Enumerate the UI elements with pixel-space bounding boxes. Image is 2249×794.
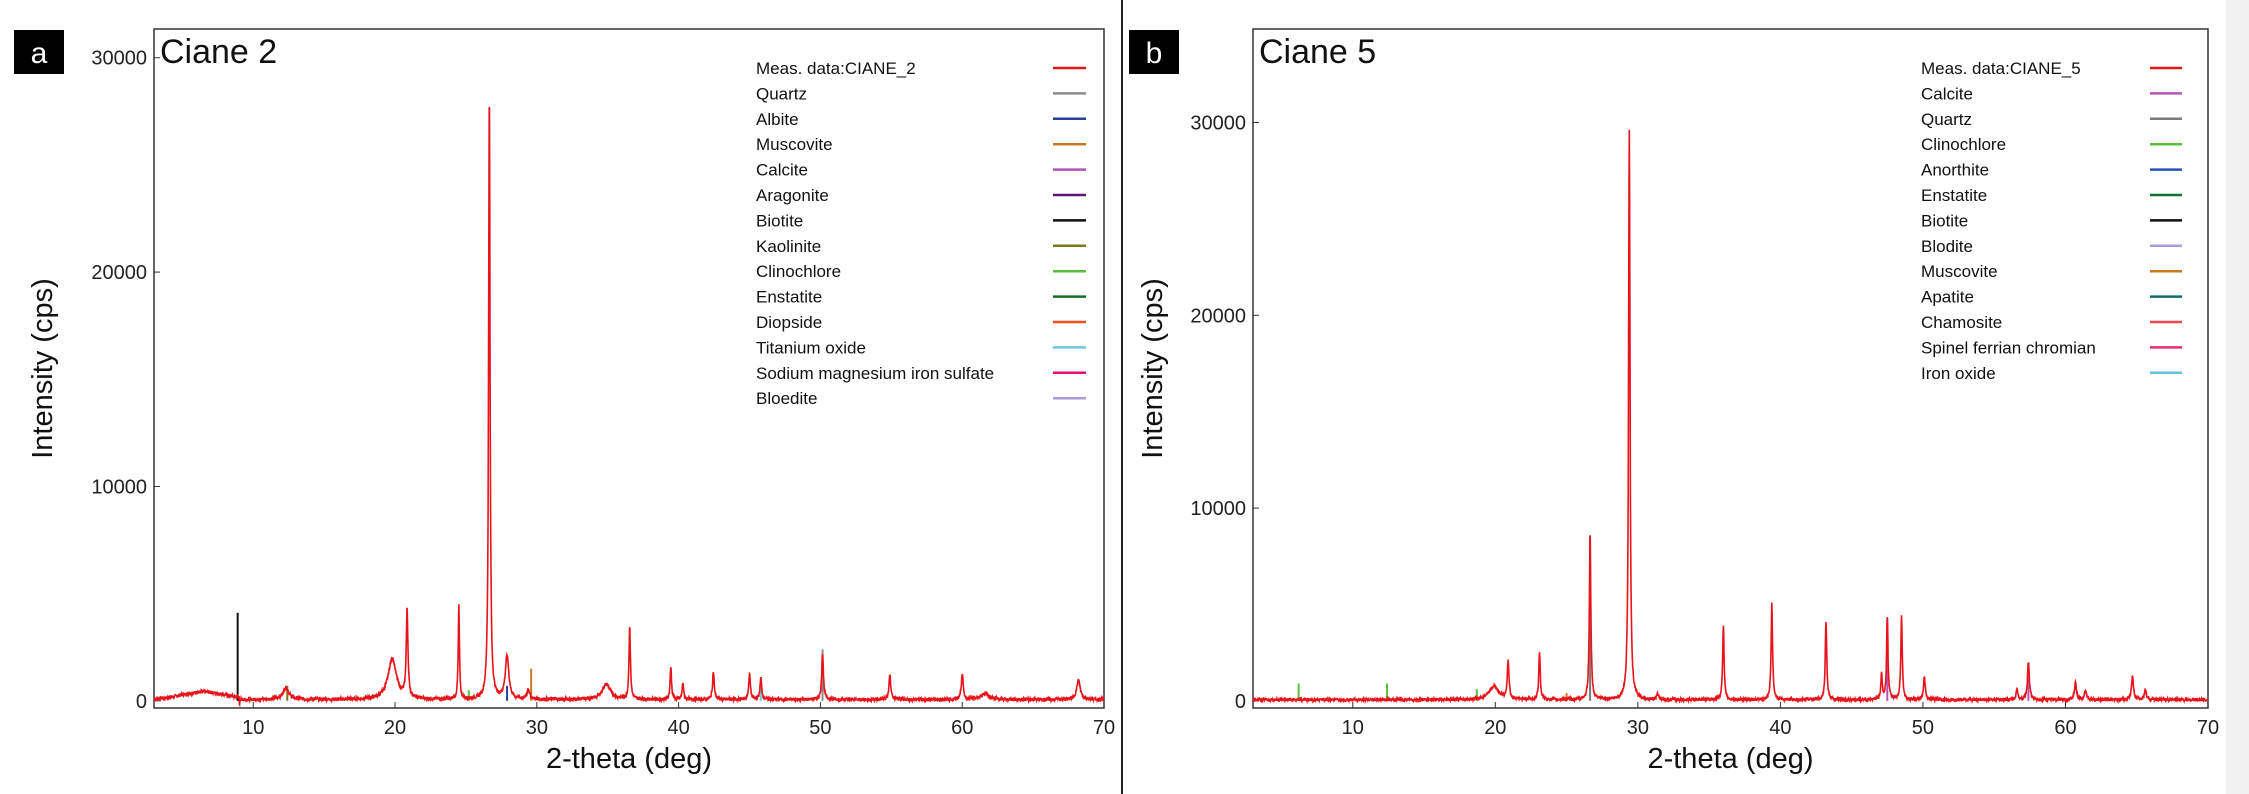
legend-label: Calcite: [1921, 84, 1973, 103]
legend-label: Meas. data:CIANE_5: [1921, 59, 2081, 78]
x-tick-label: 40: [1769, 717, 1791, 739]
legend-label: Spinel ferrian chromian: [1921, 338, 2096, 357]
y-tick-label: 0: [136, 691, 147, 713]
y-tick-label: 30000: [1190, 113, 1246, 135]
panel-b: 10 20 30 40 50 60 70 0 10000 20000 30000 2-theta (d…: [1129, 28, 2219, 775]
legend-label: Meas. data:CIANE_2: [756, 59, 916, 78]
x-tick-label: 70: [1093, 717, 1115, 739]
y-tick-label: 10000: [91, 476, 147, 498]
panel-label: b: [1146, 37, 1163, 70]
legend-label: Kaolinite: [756, 237, 821, 256]
chart-title: Ciane 5: [1259, 33, 1376, 71]
right-edge-strip: [2226, 0, 2249, 794]
x-tick-label: 70: [2197, 717, 2219, 739]
legend-label: Iron oxide: [1921, 364, 1996, 383]
chart-title: Ciane 2: [160, 33, 277, 71]
x-tick-label: 20: [384, 717, 406, 739]
legend-label: Apatite: [1921, 288, 1974, 307]
legend-label: Quartz: [756, 84, 807, 103]
x-tick-label: 60: [951, 717, 973, 739]
legend-label: Clinochlore: [1921, 135, 2006, 154]
legend-label: Titanium oxide: [756, 338, 866, 357]
plot-frame: [153, 28, 1105, 709]
measured-data-line: [153, 106, 1105, 708]
y-tick-label: 0: [1235, 691, 1246, 713]
legend-label: Diopside: [756, 313, 822, 332]
legend-label: Albite: [756, 110, 799, 129]
legend-label: Muscovite: [1921, 262, 1998, 281]
panel-label: a: [31, 37, 48, 70]
x-tick-label: 10: [1342, 717, 1364, 739]
legend-label: Calcite: [756, 161, 808, 180]
y-tick-label: 30000: [91, 48, 147, 70]
legend-label: Chamosite: [1921, 313, 2002, 332]
y-tick-label: 10000: [1190, 498, 1246, 520]
y-tick-label: 20000: [91, 262, 147, 284]
x-tick-label: 50: [1912, 717, 1934, 739]
x-tick-label: 30: [526, 717, 548, 739]
legend-label: Aragonite: [756, 186, 829, 205]
legend-label: Muscovite: [756, 135, 833, 154]
x-tick-label: 60: [2054, 717, 2076, 739]
legend-label: Clinochlore: [756, 262, 841, 281]
legend-label: Biotite: [1921, 211, 1968, 230]
legend-label: Enstatite: [756, 288, 822, 307]
y-axis-title: Intensity (cps): [1137, 278, 1169, 459]
legend-label: Quartz: [1921, 110, 1972, 129]
x-axis-title: 2-theta (deg): [546, 743, 712, 775]
panel-a: 10 20 30 40 50 60 70 0 10000 20000 30000 2-theta (d…: [14, 28, 1115, 775]
legend-label: Enstatite: [1921, 186, 1987, 205]
x-tick-label: 20: [1484, 717, 1506, 739]
panel-label-box: [1129, 30, 1179, 74]
y-axis-title: Intensity (cps): [27, 278, 59, 459]
legend-label: Blodite: [1921, 237, 1973, 256]
plot-frame: [1252, 28, 2209, 709]
legend-label: Sodium magnesium iron sulfate: [756, 364, 994, 383]
y-tick-label: 20000: [1190, 305, 1246, 327]
x-tick-label: 10: [242, 717, 264, 739]
x-tick-label: 50: [809, 717, 831, 739]
legend-label: Anorthite: [1921, 161, 1989, 180]
x-tick-label: 40: [668, 717, 690, 739]
measured-data-line: [1252, 129, 2209, 705]
x-axis-title: 2-theta (deg): [1647, 743, 1813, 775]
legend-label: Biotite: [756, 211, 803, 230]
panel-label-box: [14, 30, 64, 74]
legend-label: Bloedite: [756, 389, 817, 408]
x-tick-label: 30: [1627, 717, 1649, 739]
